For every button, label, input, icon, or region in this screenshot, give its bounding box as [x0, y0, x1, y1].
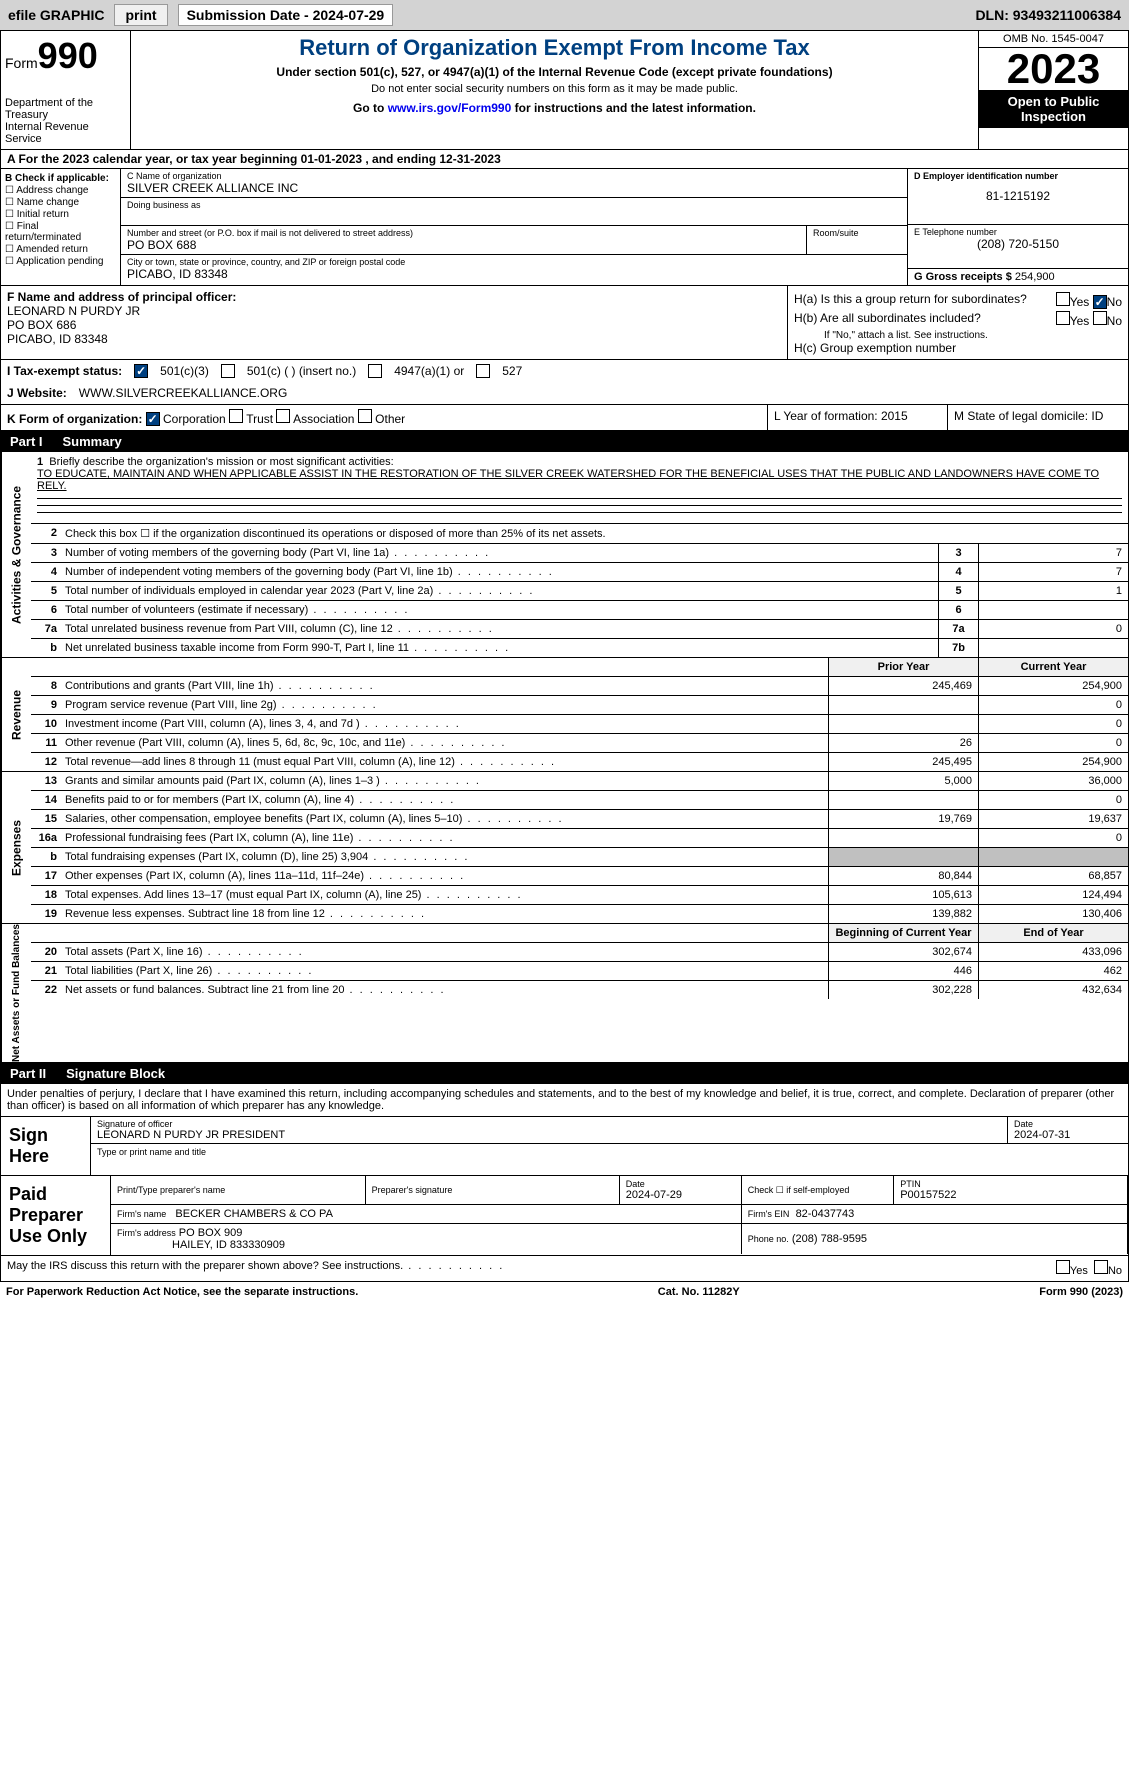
hb-note: If "No," attach a list. See instructions…	[794, 330, 1122, 341]
chk-initial-return[interactable]: ☐ Initial return	[5, 209, 116, 220]
cat-no: Cat. No. 11282Y	[658, 1286, 740, 1298]
addr: PO BOX 688	[127, 238, 800, 252]
ein-label: D Employer identification number	[914, 171, 1122, 181]
chk-4947[interactable]	[368, 364, 382, 378]
chk-address-change[interactable]: ☐ Address change	[5, 185, 116, 196]
chk-501c3[interactable]: ✓	[134, 364, 148, 378]
chk-amended[interactable]: ☐ Amended return	[5, 244, 116, 255]
pra-notice: For Paperwork Reduction Act Notice, see …	[6, 1286, 358, 1298]
box-b: B Check if applicable: ☐ Address change …	[1, 169, 121, 285]
tax-exempt-label: I Tax-exempt status:	[7, 364, 122, 378]
city-label: City or town, state or province, country…	[127, 257, 901, 267]
dln: DLN: 93493211006384	[975, 7, 1121, 23]
form-org-label: K Form of organization:	[7, 412, 142, 426]
perjury-statement: Under penalties of perjury, I declare th…	[0, 1084, 1129, 1117]
line2: Check this box ☐ if the organization dis…	[61, 524, 1128, 543]
org-name: SILVER CREEK ALLIANCE INC	[127, 181, 901, 195]
end-year-hdr: End of Year	[978, 924, 1128, 942]
part2-header: Part IISignature Block	[0, 1063, 1129, 1084]
form-title: Return of Organization Exempt From Incom…	[139, 35, 970, 61]
dba-label: Doing business as	[127, 200, 901, 210]
submission-date: Submission Date - 2024-07-29	[178, 4, 394, 26]
addr-label: Number and street (or P.O. box if mail i…	[127, 228, 800, 238]
sig-officer-label: Signature of officer	[97, 1119, 1001, 1129]
form-header: Form990 Department of the Treasury Inter…	[0, 30, 1129, 150]
ein: 81-1215192	[914, 189, 1122, 203]
topbar: efile GRAPHIC print Submission Date - 20…	[0, 0, 1129, 30]
hc-label: H(c) Group exemption number	[794, 341, 1122, 355]
gross-label: G Gross receipts $	[914, 271, 1012, 283]
chk-trust[interactable]	[229, 409, 243, 423]
efile-label: efile GRAPHIC	[8, 7, 104, 23]
chk-assoc[interactable]	[276, 409, 290, 423]
prep-date: 2024-07-29	[626, 1189, 735, 1201]
part1-header: Part ISummary	[0, 431, 1129, 452]
prior-year-hdr: Prior Year	[828, 658, 978, 676]
hb-no[interactable]	[1093, 311, 1107, 325]
chk-527[interactable]	[476, 364, 490, 378]
type-name-label: Type or print name and title	[97, 1147, 206, 1157]
mission-text: TO EDUCATE, MAINTAIN AND WHEN APPLICABLE…	[37, 468, 1099, 492]
website-val: WWW.SILVERCREEKALLIANCE.ORG	[79, 386, 287, 400]
ptin: P00157522	[900, 1189, 1121, 1201]
irs-link[interactable]: www.irs.gov/Form990	[388, 101, 512, 115]
phone-label: E Telephone number	[914, 227, 1122, 237]
form-number: 990	[38, 35, 98, 76]
hb-label: H(b) Are all subordinates included?	[794, 311, 981, 328]
officer-city: PICABO, ID 83348	[7, 332, 781, 346]
ha-label: H(a) Is this a group return for subordin…	[794, 292, 1027, 309]
room-label: Room/suite	[813, 228, 901, 238]
curr-year-hdr: Current Year	[978, 658, 1128, 676]
vtab-governance: Activities & Governance	[1, 452, 31, 657]
year-formation: L Year of formation: 2015	[768, 405, 948, 430]
ha-no[interactable]: ✓	[1093, 295, 1107, 309]
begin-year-hdr: Beginning of Current Year	[828, 924, 978, 942]
row-a-period: A For the 2023 calendar year, or tax yea…	[0, 150, 1129, 169]
sig-officer-name: LEONARD N PURDY JR PRESIDENT	[97, 1129, 1001, 1141]
dept-label: Department of the Treasury Internal Reve…	[5, 97, 126, 145]
hb-yes[interactable]	[1056, 311, 1070, 325]
officer-name: LEONARD N PURDY JR	[7, 304, 781, 318]
irs-discuss: May the IRS discuss this return with the…	[7, 1260, 504, 1277]
self-employed-check[interactable]: Check ☐ if self-employed	[748, 1185, 887, 1196]
sig-date: 2024-07-31	[1014, 1129, 1122, 1141]
city: PICABO, ID 83348	[127, 267, 901, 281]
chk-501c[interactable]	[221, 364, 235, 378]
form-subtitle1: Under section 501(c), 527, or 4947(a)(1)…	[139, 65, 970, 79]
officer-label: F Name and address of principal officer:	[7, 290, 781, 304]
chk-final-return[interactable]: ☐ Final return/terminated	[5, 221, 116, 243]
chk-application-pending[interactable]: ☐ Application pending	[5, 256, 116, 267]
ha-yes[interactable]	[1056, 292, 1070, 306]
firm-ein: 82-0437743	[796, 1208, 855, 1220]
vtab-netassets: Net Assets or Fund Balances	[1, 924, 31, 1062]
form-subtitle2: Do not enter social security numbers on …	[139, 83, 970, 95]
print-button[interactable]: print	[114, 4, 167, 26]
chk-other[interactable]	[358, 409, 372, 423]
form-label: Form	[5, 55, 38, 71]
vtab-expenses: Expenses	[1, 772, 31, 923]
firm-phone: (208) 788-9595	[792, 1233, 867, 1245]
gross-val: 254,900	[1015, 271, 1055, 283]
sign-here-label: Sign Here	[1, 1117, 91, 1175]
phone: (208) 720-5150	[914, 237, 1122, 251]
chk-name-change[interactable]: ☐ Name change	[5, 197, 116, 208]
vtab-revenue: Revenue	[1, 658, 31, 771]
open-inspection: Open to Public Inspection	[979, 90, 1128, 128]
box-b-title: B Check if applicable:	[5, 173, 116, 184]
website-label: J Website:	[7, 386, 67, 400]
firm-name: BECKER CHAMBERS & CO PA	[175, 1208, 333, 1220]
firm-addr: PO BOX 909	[179, 1227, 243, 1239]
form-footer: Form 990 (2023)	[1039, 1286, 1123, 1298]
org-name-label: C Name of organization	[127, 171, 901, 181]
discuss-yes[interactable]	[1056, 1260, 1070, 1274]
tax-year: 2023	[979, 48, 1128, 90]
state-domicile: M State of legal domicile: ID	[948, 405, 1128, 430]
chk-corp[interactable]: ✓	[146, 412, 160, 426]
mission-label: Briefly describe the organization's miss…	[49, 456, 393, 468]
goto-irs: Go to www.irs.gov/Form990 for instructio…	[139, 101, 970, 115]
paid-preparer-label: Paid Preparer Use Only	[1, 1176, 111, 1255]
firm-addr2: HAILEY, ID 833330909	[172, 1239, 285, 1251]
discuss-no[interactable]	[1094, 1260, 1108, 1274]
officer-addr: PO BOX 686	[7, 318, 781, 332]
